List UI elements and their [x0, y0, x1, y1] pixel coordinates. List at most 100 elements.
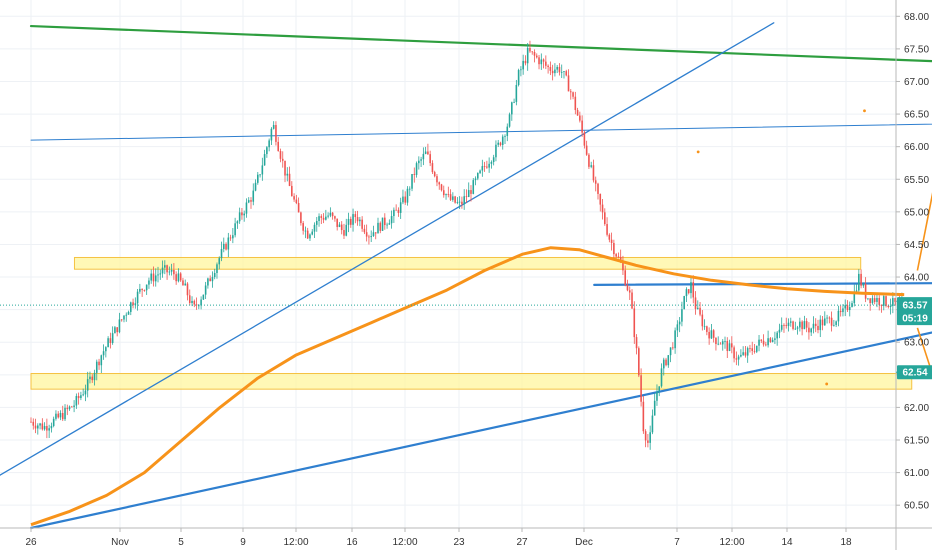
trend-line — [30, 123, 932, 141]
candle-body — [622, 262, 624, 271]
candle-body — [361, 219, 363, 229]
candle-body — [499, 142, 502, 145]
time-axis-labels: 26 Nov 5 9 12:00 16 12:00 23 27 Dec 7 12:00 14 18 — [25, 528, 852, 548]
candle-body — [787, 322, 790, 327]
candle-body — [828, 317, 831, 319]
candle-body — [442, 190, 445, 196]
candle-body — [100, 355, 103, 366]
candle-body — [712, 330, 715, 338]
x-tick-label: 26 — [25, 537, 37, 548]
candle-body — [681, 309, 683, 322]
candle-body — [436, 176, 438, 183]
candle-body — [293, 196, 295, 200]
x-tick-label: 14 — [781, 537, 793, 548]
candle-body — [683, 296, 685, 310]
candle-body — [755, 345, 758, 352]
candle-body — [724, 340, 726, 342]
candle-body — [592, 165, 595, 181]
candle-body — [651, 415, 654, 433]
candle-body — [109, 338, 112, 344]
candle-body — [413, 173, 416, 175]
candle-body — [390, 216, 393, 224]
candle-body — [349, 218, 352, 225]
candle-body — [50, 425, 53, 429]
projection-arrows — [916, 192, 932, 376]
candle-body — [340, 224, 343, 231]
annotation-dot — [825, 382, 829, 386]
trend-line — [593, 282, 932, 286]
candle-body — [245, 202, 248, 214]
candle-body — [876, 298, 878, 302]
candle-body — [220, 249, 223, 259]
candle-body — [347, 218, 350, 225]
candle-body — [452, 196, 454, 200]
candle-body — [678, 321, 681, 325]
candle-body — [892, 298, 894, 306]
candle-body — [737, 356, 740, 360]
candle-body — [474, 178, 477, 181]
candle-body — [365, 232, 368, 237]
candle-body — [32, 421, 35, 426]
y-tick-label: 62.00 — [904, 403, 929, 414]
candle-body — [858, 273, 860, 291]
trend-line — [29, 331, 932, 530]
candle-body — [300, 212, 302, 224]
candle-body — [674, 330, 676, 349]
candle-body — [821, 319, 824, 326]
candle-body — [80, 395, 82, 399]
candle-body — [665, 359, 667, 366]
candle-body — [753, 350, 756, 352]
candle-body — [127, 311, 130, 315]
candle-body — [363, 228, 366, 233]
candle-body — [533, 52, 536, 56]
candle-body — [515, 84, 518, 102]
candle-body — [134, 303, 137, 306]
candle-body — [272, 125, 275, 129]
candle-body — [418, 160, 420, 164]
candle-body — [86, 379, 89, 391]
candle-body — [529, 48, 531, 52]
candle-body — [148, 280, 150, 285]
candle-body — [538, 57, 540, 65]
candle-body — [778, 329, 781, 333]
candle-body — [263, 154, 266, 166]
candle-body — [762, 340, 765, 345]
candle-body — [860, 273, 862, 286]
candle-body — [279, 150, 282, 159]
candle-body — [152, 273, 155, 282]
moving-average — [30, 109, 905, 527]
candle-body — [368, 236, 370, 238]
candle-body — [259, 174, 261, 176]
candle-body — [749, 348, 751, 349]
candle-body — [123, 315, 125, 320]
x-tick-label: 18 — [840, 537, 852, 548]
candle-body — [774, 338, 776, 340]
candle-body — [238, 212, 241, 222]
y-tick-label: 64.00 — [904, 273, 929, 284]
candle-body — [708, 331, 710, 339]
candle-body — [495, 144, 497, 158]
candle-body — [862, 283, 865, 286]
candle-body — [334, 216, 336, 219]
candle-body — [583, 132, 586, 146]
candle-body — [517, 70, 520, 85]
candle-body — [77, 396, 80, 399]
candle-body — [660, 368, 663, 387]
candle-body — [429, 154, 431, 164]
candle-body — [706, 326, 708, 332]
candle-body — [286, 173, 289, 176]
price-zone — [30, 373, 913, 390]
candle-body — [844, 305, 847, 309]
candle-body — [431, 163, 434, 173]
candle-body — [46, 426, 48, 431]
candle-body — [481, 166, 484, 171]
candle-body — [322, 217, 325, 220]
y-tick-label: 66.00 — [904, 142, 929, 153]
candle-body — [846, 305, 849, 311]
candle-body — [82, 394, 84, 396]
candle-body — [93, 372, 96, 381]
candle-body — [84, 390, 87, 395]
candle-body — [225, 243, 227, 250]
